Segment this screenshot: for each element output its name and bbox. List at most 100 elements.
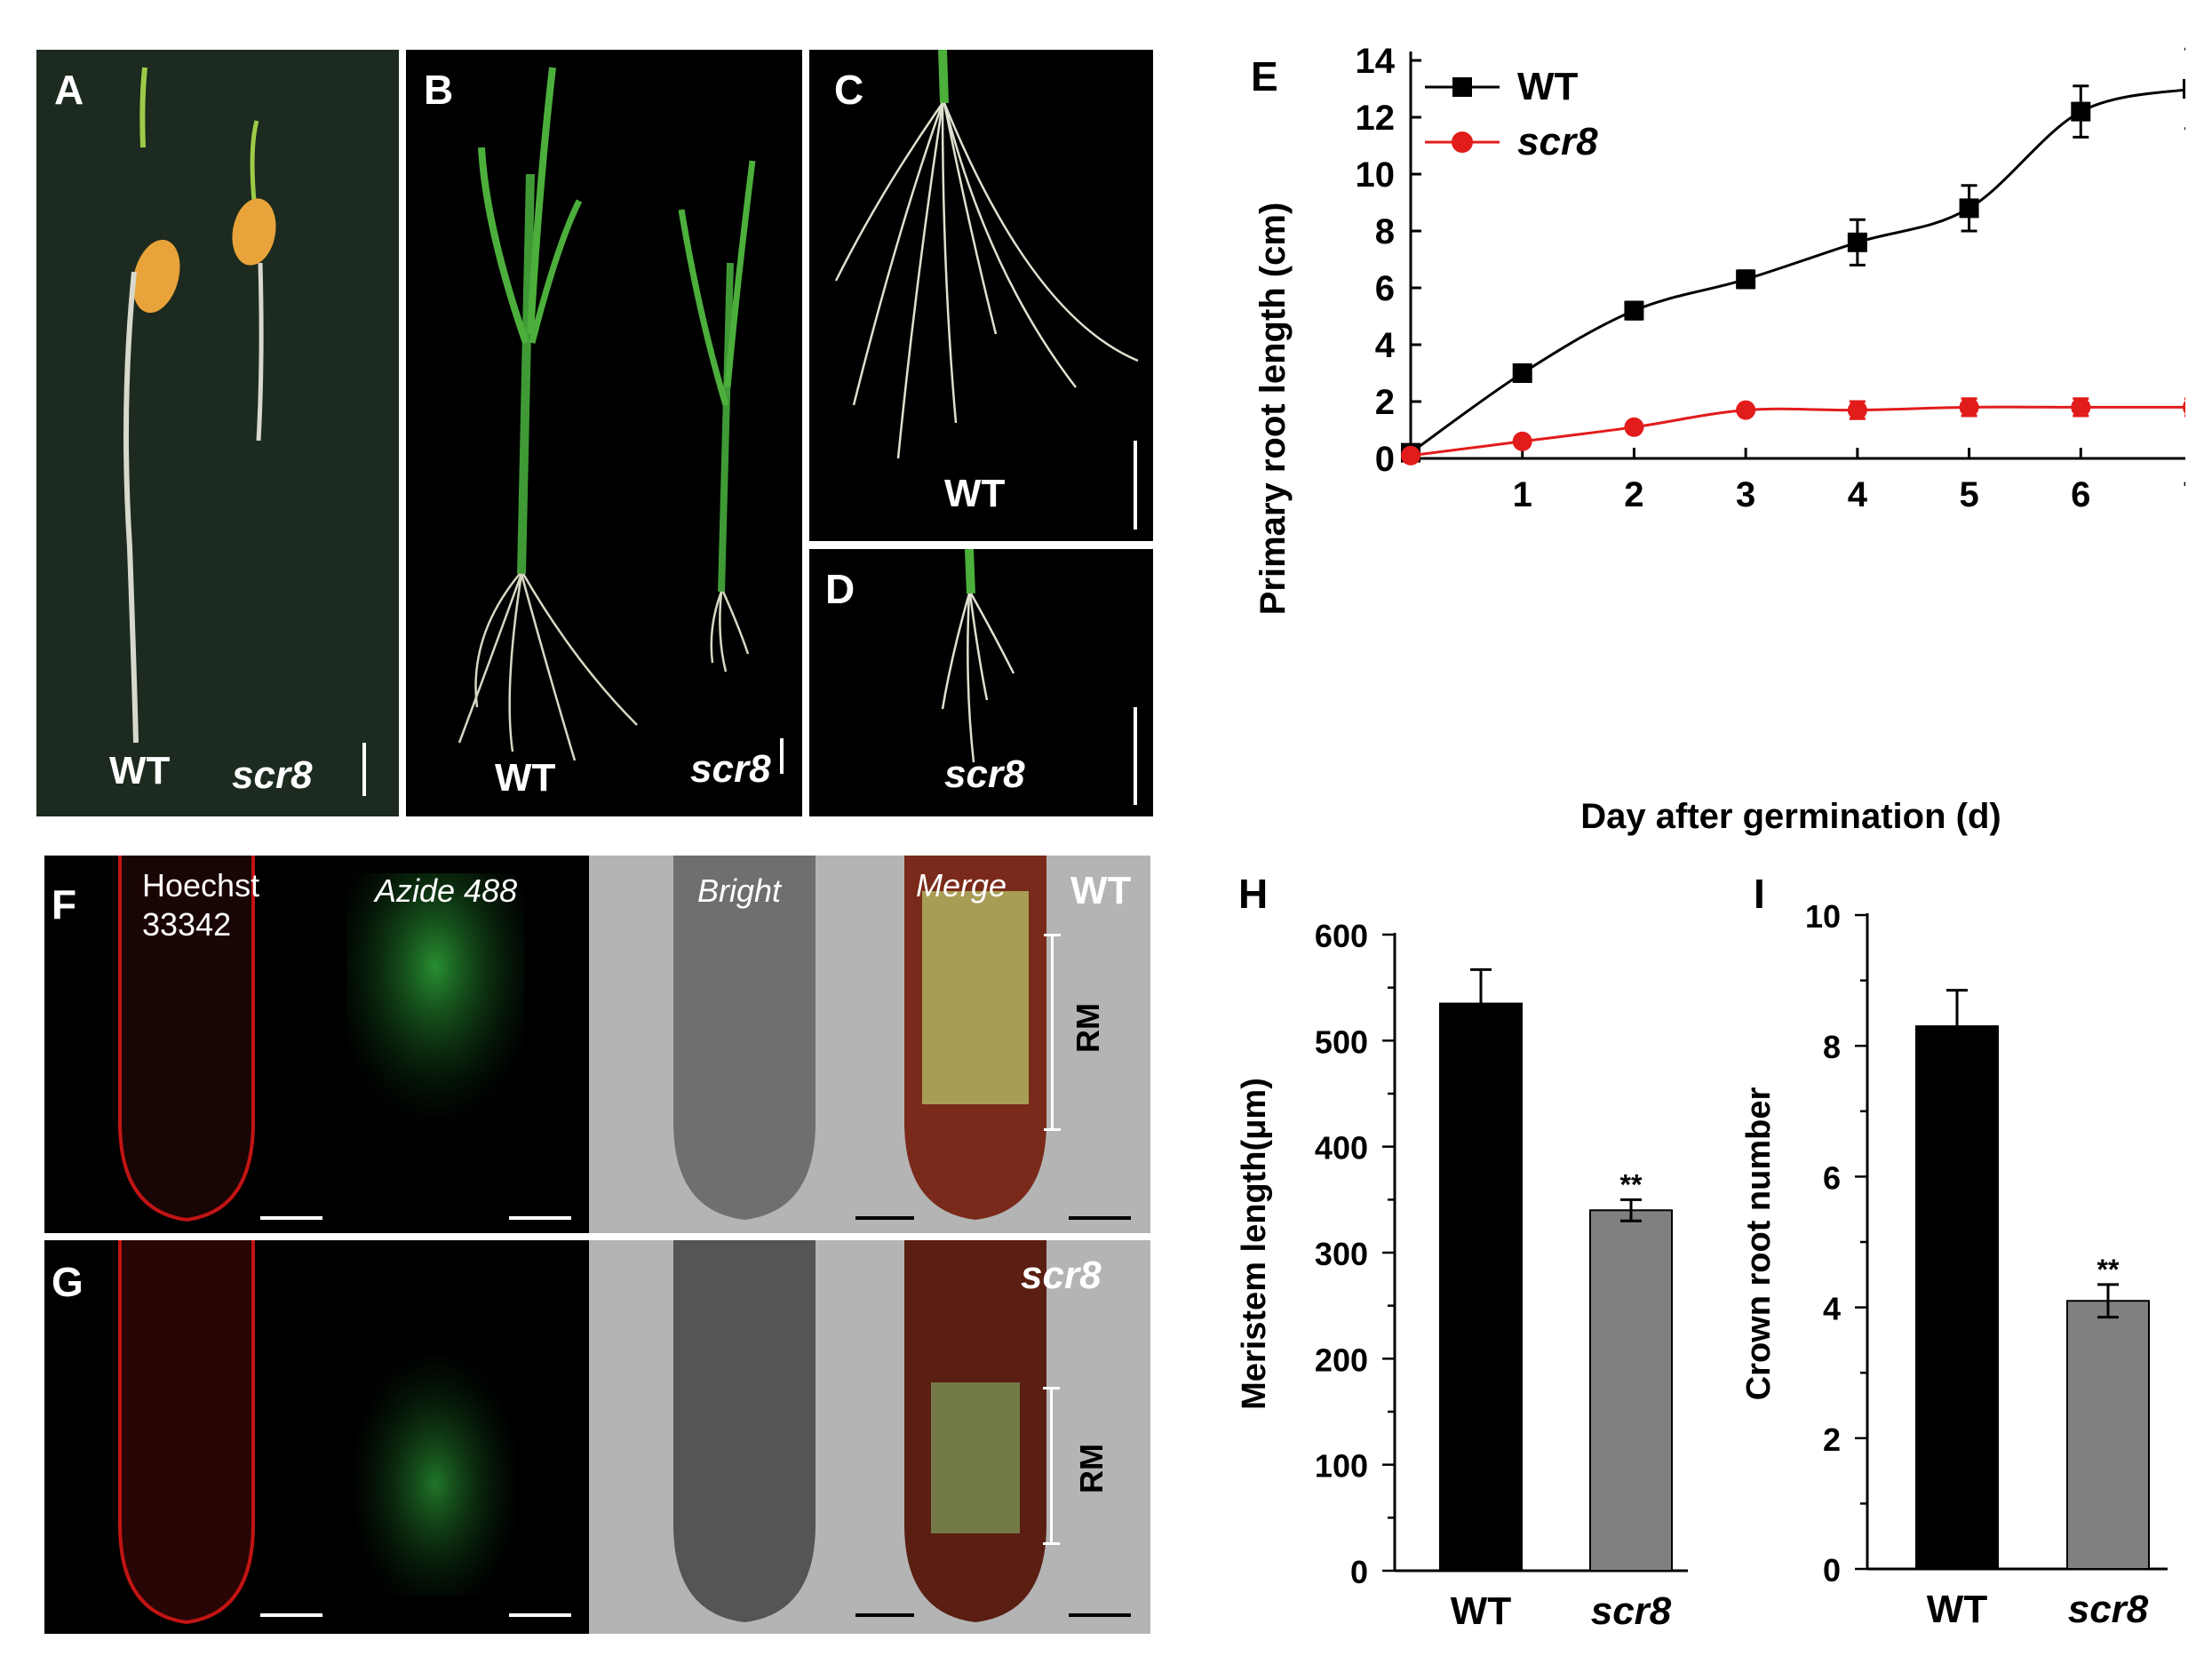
chart-e-point-wt: [2183, 79, 2185, 99]
chartI-bar-WT: [1915, 1025, 1999, 1570]
panel-f-fluorescence-roots: [118, 856, 524, 1222]
panel-b-scr8-label: scr8: [690, 747, 771, 791]
panel-f-rm-bracket-top: [1044, 934, 1061, 936]
chart-e-point-wt: [1512, 363, 1532, 383]
chartH-bar-WT: [1439, 1002, 1523, 1572]
chart-e-x-tick-label: 3: [1736, 475, 1755, 514]
chart-e-y-tick-label: 14: [1356, 42, 1396, 81]
panel-f-merge-label: Merge: [916, 867, 1007, 904]
panel-f-scale-bar-4: [1069, 1216, 1131, 1220]
chart-e-point-wt: [1624, 300, 1644, 321]
panel-g-rm-bracket: [1050, 1387, 1053, 1545]
chartH-x-label-WT: WT: [1451, 1589, 1512, 1633]
panel-g-brightfield-roots: [673, 1240, 1046, 1622]
chart-e-point-scr8: [1736, 400, 1756, 420]
panel-g-scale-bar-2: [509, 1613, 571, 1617]
chartH-y-tick-label: 300: [1315, 1236, 1368, 1272]
chart-e-point-scr8: [2071, 397, 2091, 418]
panel-d-roots: [941, 549, 1015, 763]
panel-c-scale-bar: [1134, 441, 1137, 529]
panel-a-scale-bar: [362, 743, 366, 796]
chart-e-point-wt: [1736, 269, 1756, 290]
panel-g-fluorescence-roots: [118, 1240, 515, 1625]
panel-g-scale-bar-1: [260, 1613, 322, 1617]
panel-c-roots: [834, 50, 1139, 459]
chart-e-point-wt: [2071, 101, 2091, 122]
chartI-y-tick-label: 10: [1805, 898, 1841, 935]
chart-e-x-axis-title: Day after germination (d): [1580, 797, 2001, 836]
chart-e-x-tick-label: 6: [2071, 475, 2090, 514]
chart-i-plot: 0 2 4 6 8 10 WT ** scr8: [1805, 898, 2168, 1631]
panel-g-fluorescence: G: [44, 1240, 589, 1634]
panel-a-seedlings: [123, 67, 276, 744]
chart-e-x-tick-label: 1: [1513, 475, 1532, 514]
panel-a-photo: A WT scr8: [36, 50, 399, 816]
panel-f-hoechst-label: Hoechst: [142, 867, 260, 904]
chart-e-point-wt: [1847, 232, 1867, 252]
panel-c-photo: C WT: [809, 50, 1153, 541]
chart-e-point-scr8: [2183, 400, 2185, 414]
chart-h: H 0 100 200 300 400 500 600 WT ** scr8 Meristem l…: [1236, 871, 1688, 1633]
panel-f-scale-bar-2: [509, 1216, 571, 1220]
chartH-y-tick-label: 200: [1315, 1342, 1368, 1378]
chartI-y-tick-label: 8: [1823, 1029, 1841, 1065]
panel-b-wt-label: WT: [495, 756, 556, 800]
panel-b-label: B: [424, 67, 454, 113]
chart-i-panel-label: I: [1754, 871, 1765, 917]
panel-d-scr8-label: scr8: [944, 752, 1025, 796]
legend-wt-label: WT: [1517, 65, 1579, 108]
chart-e: E 024681012141234567 Primary root length…: [1251, 42, 2185, 836]
legend-scr8-marker: [1452, 131, 1473, 153]
chart-e-y-tick-label: 4: [1375, 326, 1396, 365]
panel-f-scale-bar-3: [855, 1216, 914, 1220]
panel-g-label: G: [52, 1259, 84, 1305]
panel-f-brightfield-roots: [673, 856, 1046, 1220]
chartI-x-label-WT: WT: [1927, 1588, 1988, 1631]
panel-g-rm-label: RM: [1073, 1444, 1110, 1493]
panel-f-scale-bar-1: [260, 1216, 322, 1220]
chart-e-point-scr8: [1401, 445, 1420, 466]
chartI-y-tick-label: 6: [1823, 1159, 1841, 1196]
panel-d-label: D: [825, 566, 855, 612]
chartH-bar-scr8: [1589, 1209, 1673, 1572]
chart-e-x-tick-label: 5: [1959, 475, 1978, 514]
panel-b-photo: B WT scr8: [406, 50, 802, 816]
panel-g-rm-bracket-bottom: [1043, 1542, 1060, 1545]
panel-f-rm-bracket-bottom: [1044, 1128, 1061, 1131]
chartH-y-tick-label: 400: [1315, 1130, 1368, 1166]
chart-e-y-tick-label: 10: [1356, 155, 1396, 195]
chart-e-point-scr8: [1512, 431, 1532, 451]
chart-e-plot: 024681012141234567: [1356, 42, 2185, 514]
panel-b-scale-bar: [780, 738, 784, 774]
chartH-significance: **: [1620, 1168, 1643, 1200]
panel-f-rm-label: RM: [1070, 1003, 1106, 1053]
chartI-y-tick-label: 2: [1823, 1421, 1841, 1458]
chart-e-y-tick-label: 8: [1375, 212, 1395, 251]
legend-wt-marker: [1452, 77, 1472, 97]
panel-f-rm-bracket: [1051, 934, 1054, 1131]
chart-i: I 0 2 4 6 8 10 WT ** scr8 Crown root number: [1740, 871, 2168, 1631]
panel-g-scale-bar-4: [1069, 1613, 1131, 1617]
chartH-y-tick-label: 0: [1350, 1554, 1368, 1590]
panel-c-label: C: [834, 67, 864, 113]
chart-e-y-tick-label: 0: [1375, 440, 1395, 479]
panel-f-wt-label: WT: [1070, 869, 1132, 912]
panel-g-rm-bracket-top: [1043, 1387, 1060, 1389]
panel-b-plants: [458, 67, 756, 761]
panel-f-fluorescence: Hoechst 33342 Azide 488 F: [44, 856, 589, 1233]
panel-f-azide-label: Azide 488: [375, 872, 518, 909]
chart-h-y-axis-title: Meristem length(μm): [1236, 1078, 1273, 1410]
panel-a-scr8-label: scr8: [232, 753, 313, 797]
chart-e-series-line-scr8: [1410, 405, 2185, 458]
chart-e-point-wt: [1959, 198, 1979, 219]
chartH-y-tick-label: 600: [1315, 918, 1368, 954]
chart-e-y-tick-label: 6: [1375, 269, 1395, 308]
panel-a-wt-label: WT: [109, 749, 171, 792]
chart-e-y-tick-label: 2: [1375, 383, 1395, 422]
chartH-y-tick-label: 100: [1315, 1448, 1368, 1485]
chart-h-panel-label: H: [1238, 871, 1268, 917]
panel-g-scr8-label: scr8: [1021, 1254, 1102, 1297]
panel-g-scale-bar-3: [855, 1613, 914, 1617]
panel-f-label: F: [52, 881, 77, 928]
chartI-y-tick-label: 4: [1823, 1291, 1841, 1327]
